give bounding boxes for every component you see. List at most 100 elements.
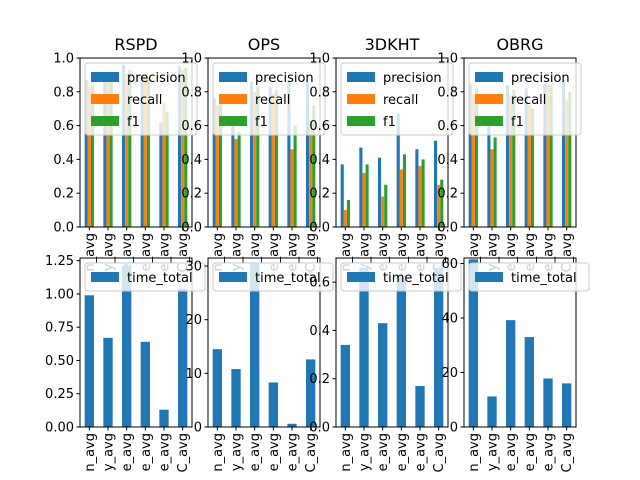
bar-f1-1 (237, 132, 241, 227)
bar-f1-4 (421, 159, 425, 227)
x-tick-label: C_avg (304, 433, 319, 473)
y-tick-label: 0.75 (45, 321, 74, 336)
bar-recall-3 (527, 105, 531, 227)
bar-precision-1 (231, 122, 235, 227)
x-tick-label: e_avg (504, 433, 519, 471)
bar-recall-4 (290, 149, 294, 227)
bar-time_total-2 (250, 263, 260, 427)
x-tick-label: e_avg (248, 433, 263, 471)
legend-label-time_total: time_total (255, 271, 321, 286)
bar-time_total-5 (562, 383, 572, 427)
legend-swatch-recall (91, 94, 119, 104)
chart-panel-4: 0.000.250.500.751.001.25n_avg y_avg e_avg e… (45, 254, 206, 473)
legend: precision recall f1 (468, 62, 582, 136)
y-tick-label: 1.25 (45, 254, 74, 269)
y-tick-label: 10 (185, 367, 202, 382)
x-tick-label: n_avg (83, 433, 98, 472)
bar-f1-5 (184, 68, 188, 227)
bar-f1-5 (312, 105, 316, 227)
bar-precision-0 (212, 98, 216, 227)
y-tick-label: 0.6 (181, 119, 202, 134)
x-tick-label: e_avg (395, 233, 410, 271)
bar-f1-0 (90, 85, 94, 227)
bar-precision-0 (340, 164, 344, 227)
bar-time_total-5 (434, 267, 444, 427)
chart-title: OPS (248, 35, 280, 54)
legend-swatch-precision (347, 72, 375, 82)
bar-precision-5 (178, 66, 182, 227)
bar-f1-4 (549, 85, 553, 227)
bar-precision-3 (140, 74, 144, 228)
bar-precision-1 (359, 147, 363, 227)
y-tick-label: 20 (441, 366, 458, 381)
legend-swatch-f1 (91, 116, 119, 126)
legend-label-precision: precision (127, 71, 186, 86)
axes-frame (207, 57, 321, 228)
axes-frame (79, 257, 193, 428)
legend: time_total (340, 262, 462, 292)
y-tick-label: 0.4 (53, 153, 74, 168)
bar-recall-1 (234, 139, 238, 227)
x-tick-label: y_avg (358, 233, 373, 271)
bar-recall-1 (362, 172, 366, 227)
bar-time_total-3 (524, 337, 534, 427)
bar-recall-3 (143, 78, 147, 227)
bar-f1-1 (365, 164, 369, 227)
x-tick-label: e_avg (139, 233, 154, 271)
y-tick-label: 0.8 (309, 85, 330, 100)
legend-label-precision: precision (511, 71, 570, 86)
bar-recall-3 (399, 169, 403, 227)
legend: precision recall f1 (212, 62, 326, 136)
x-tick-label: e_avg (286, 233, 301, 271)
legend: time_total (468, 262, 590, 292)
axes-frame (463, 57, 577, 228)
legend-label-precision: precision (383, 71, 442, 86)
legend-label-recall: recall (383, 93, 418, 108)
x-tick-label: e_avg (504, 233, 519, 271)
bar-time_total-1 (103, 337, 113, 427)
x-tick-label: e_avg (376, 433, 391, 471)
x-tick-label: e_avg (267, 233, 282, 271)
bar-precision-5 (562, 79, 566, 227)
x-tick-label: n_avg (339, 233, 354, 272)
legend-label-recall: recall (255, 93, 290, 108)
bar-time_total-4 (415, 385, 425, 427)
legend-swatch-time_total (91, 272, 119, 282)
bar-recall-5 (437, 184, 441, 227)
bar-f1-3 (274, 90, 278, 227)
y-tick-label: 0.4 (181, 153, 202, 168)
bar-precision-3 (268, 86, 272, 227)
x-tick-label: y_avg (230, 433, 245, 471)
bar-recall-5 (309, 122, 313, 227)
legend-label-time_total: time_total (511, 271, 577, 286)
legend-swatch-precision (219, 72, 247, 82)
bar-recall-2 (381, 196, 385, 227)
bar-recall-2 (253, 91, 257, 227)
bar-precision-5 (306, 81, 310, 227)
bar-time_total-3 (140, 341, 150, 427)
legend-label-f1: f1 (383, 115, 396, 130)
x-tick-label: n_avg (211, 433, 226, 472)
legend-label-time_total: time_total (127, 271, 193, 286)
bar-f1-1 (493, 137, 497, 227)
bar-f1-5 (440, 179, 444, 227)
x-tick-label: e_avg (414, 433, 429, 471)
y-tick-label: 1.00 (45, 287, 74, 302)
bar-f1-2 (128, 69, 132, 227)
legend-swatch-precision (91, 72, 119, 82)
axes-frame (463, 257, 577, 428)
y-tick-label: 0.0 (437, 221, 458, 236)
chart-panel-3: 0.00.20.40.60.81.0n_avg y_avg e_avg e_avg e_… (437, 35, 582, 273)
y-tick-label: 0.6 (437, 119, 458, 134)
legend-label-f1: f1 (255, 115, 268, 130)
legend-box (340, 262, 462, 292)
bar-f1-1 (109, 76, 113, 227)
x-tick-label: n_avg (467, 433, 482, 472)
bar-recall-0 (343, 210, 347, 227)
bar-f1-3 (530, 108, 534, 227)
y-tick-label: 40 (441, 311, 458, 326)
y-tick-label: 0 (450, 421, 458, 436)
y-tick-label: 0.0 (53, 221, 74, 236)
bar-f1-5 (568, 91, 572, 227)
